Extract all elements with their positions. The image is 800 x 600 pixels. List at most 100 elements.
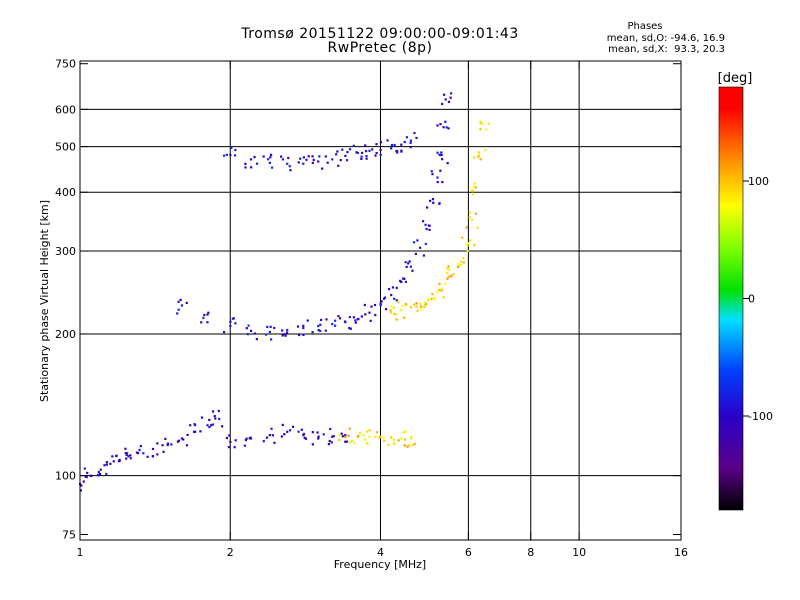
data-point: [479, 158, 482, 161]
data-point: [203, 313, 206, 317]
data-point: [390, 305, 393, 308]
data-point: [471, 190, 474, 193]
data-point: [375, 151, 378, 155]
data-point: [395, 149, 398, 153]
data-point: [345, 159, 349, 162]
data-point: [170, 443, 173, 446]
data-point: [221, 425, 224, 428]
data-point: [109, 462, 112, 465]
data-point: [415, 305, 418, 308]
data-point: [369, 319, 372, 322]
data-point: [439, 123, 442, 126]
y-tick-label: 500: [55, 141, 76, 154]
data-point: [414, 252, 418, 256]
data-point: [384, 308, 388, 311]
data-point: [339, 317, 342, 320]
data-point: [375, 143, 378, 146]
data-point: [302, 432, 306, 436]
x-axis-label: Frequency [MHz]: [334, 558, 426, 571]
data-point: [243, 444, 246, 447]
data-point: [420, 308, 423, 311]
data-point: [446, 162, 449, 165]
data-point: [419, 302, 422, 305]
data-point: [431, 198, 435, 201]
data-point: [404, 430, 407, 433]
data-point: [444, 120, 447, 123]
x-tick-label: 2: [227, 546, 234, 559]
data-point: [297, 161, 300, 164]
data-point: [99, 468, 102, 471]
data-point: [424, 242, 427, 246]
data-point: [442, 126, 445, 129]
data-point: [363, 438, 366, 441]
data-point: [409, 139, 412, 142]
data-point: [233, 446, 236, 449]
data-point: [179, 298, 182, 301]
data-point: [97, 471, 100, 474]
data-point: [447, 265, 450, 268]
data-point: [374, 313, 377, 317]
data-point: [217, 409, 220, 413]
data-point: [83, 467, 86, 470]
data-point: [166, 442, 170, 445]
data-point: [146, 455, 149, 458]
data-point: [380, 300, 383, 303]
data-point: [127, 455, 130, 458]
x-tick-label: 10: [572, 546, 586, 559]
data-point: [383, 439, 386, 442]
y-tick-label: 300: [55, 245, 76, 258]
data-point: [151, 454, 154, 458]
data-point: [255, 162, 259, 165]
data-point: [337, 315, 340, 318]
data-point: [434, 297, 437, 300]
data-point: [360, 157, 363, 160]
data-point: [424, 301, 427, 304]
y-tick-label: 75: [62, 528, 76, 541]
data-point: [470, 218, 474, 221]
data-point: [442, 296, 445, 299]
data-point: [312, 158, 315, 162]
data-point: [249, 436, 252, 439]
data-point: [390, 436, 393, 439]
stats-heading: Phases: [627, 21, 663, 32]
data-point: [124, 451, 127, 455]
data-point: [392, 306, 396, 310]
data-point: [202, 316, 205, 320]
data-point: [472, 186, 476, 189]
data-point: [440, 151, 443, 154]
data-point: [129, 454, 132, 457]
data-point: [317, 435, 320, 438]
data-point: [409, 265, 412, 268]
data-point: [400, 149, 403, 152]
data-point: [379, 304, 382, 307]
data-point: [428, 199, 432, 202]
data-point: [245, 327, 248, 330]
data-point: [416, 239, 419, 242]
data-point: [468, 211, 471, 214]
chart-subtitle: RwPretec (8p): [327, 40, 433, 56]
data-point: [374, 435, 377, 438]
data-point: [284, 334, 287, 337]
data-point: [440, 153, 443, 157]
data-point: [304, 437, 308, 440]
data-point: [327, 443, 330, 446]
data-point: [348, 315, 351, 319]
data-point: [307, 155, 310, 158]
data-point: [270, 338, 273, 341]
data-point: [423, 304, 427, 308]
data-point: [177, 300, 180, 303]
data-point: [484, 148, 487, 152]
colorbar-ticks: 100 0 -100: [743, 175, 773, 423]
data-point: [334, 319, 337, 322]
data-point: [302, 326, 305, 330]
data-point: [264, 333, 268, 336]
gridlines: [80, 61, 681, 540]
data-point: [244, 438, 247, 442]
data-point: [300, 428, 303, 431]
data-point: [395, 318, 398, 321]
data-point: [412, 241, 416, 244]
data-point: [462, 257, 465, 260]
data-point: [287, 156, 290, 160]
data-point: [125, 452, 129, 455]
data-point: [390, 143, 394, 147]
